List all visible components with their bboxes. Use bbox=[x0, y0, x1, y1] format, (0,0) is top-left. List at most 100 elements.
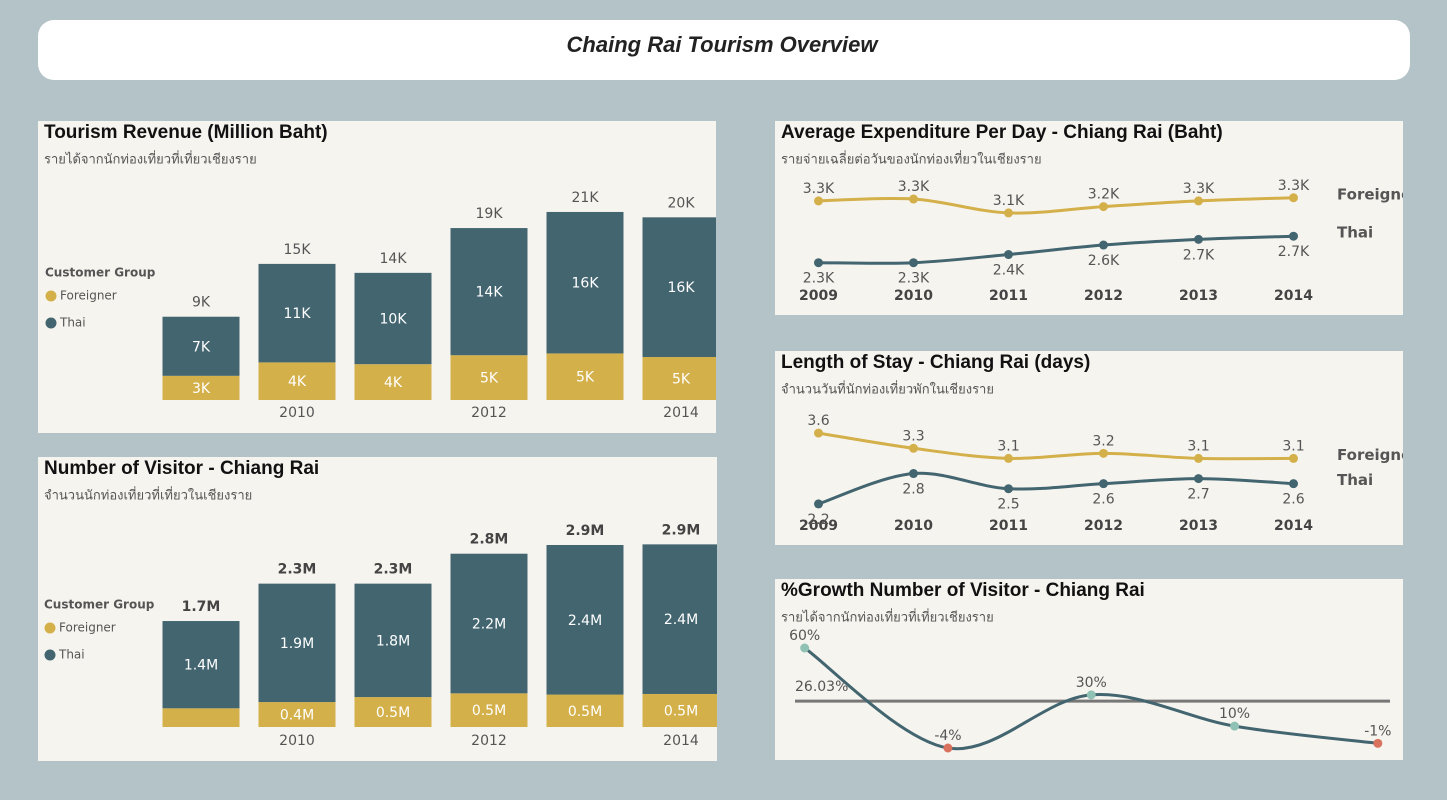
x-tick-label: 2010 bbox=[279, 733, 315, 749]
point-label: 2.6K bbox=[1088, 253, 1120, 269]
bar-label: 5K bbox=[480, 371, 499, 387]
bar-label: 7K bbox=[192, 339, 211, 355]
point bbox=[1086, 690, 1096, 700]
chart-title: %Growth Number of Visitor - Chiang Rai bbox=[781, 580, 1145, 601]
point bbox=[1289, 231, 1298, 241]
point bbox=[1004, 453, 1013, 463]
point-label: -1% bbox=[1364, 723, 1391, 739]
total-label: 15K bbox=[284, 242, 312, 258]
bar-label: 1.4M bbox=[184, 658, 218, 674]
legend-label: Foreigner bbox=[59, 621, 116, 635]
panel-bg bbox=[775, 579, 1403, 760]
bar-segment bbox=[450, 693, 528, 727]
total-label: 2.3M bbox=[278, 562, 317, 578]
chart-subtitle: รายได้จากนักท่องเที่ยวที่เที่ยวเชียงราย bbox=[44, 151, 257, 168]
total-label: 1.7M bbox=[182, 599, 221, 615]
bar-segment bbox=[450, 228, 528, 356]
point bbox=[1194, 234, 1203, 244]
bar-label: 5K bbox=[576, 370, 595, 386]
point bbox=[909, 469, 918, 479]
bar-label: 14K bbox=[476, 285, 504, 301]
point bbox=[1004, 208, 1013, 218]
legend-marker bbox=[45, 290, 57, 302]
dashboard-title: Chaing Rai Tourism Overview bbox=[567, 32, 880, 57]
bar-label: 1.8M bbox=[376, 633, 410, 649]
point-label: 30% bbox=[1076, 675, 1107, 691]
point-label: 3.1 bbox=[1187, 438, 1209, 454]
point-label: 2.7K bbox=[1183, 247, 1215, 263]
point-label: 3.3K bbox=[1183, 181, 1215, 197]
point bbox=[1099, 202, 1108, 212]
bar-label: 4K bbox=[288, 374, 307, 390]
chart-panel: Average Expenditure Per Day - Chiang Rai… bbox=[775, 121, 1403, 315]
point-label: 2.4K bbox=[993, 263, 1025, 279]
legend-label: Foreigner bbox=[60, 289, 117, 303]
point bbox=[909, 258, 918, 268]
x-tick-label: 2010 bbox=[894, 288, 933, 304]
bar-label: 0.5M bbox=[472, 703, 506, 719]
total-label: 21K bbox=[572, 190, 600, 206]
point bbox=[1194, 474, 1203, 484]
point-label: 3.2K bbox=[1088, 187, 1120, 203]
chart-subtitle: รายจ่ายเฉลี่ยต่อวันของนักท่องเที่ยวในเชี… bbox=[781, 151, 1042, 168]
point-label: -4% bbox=[934, 728, 961, 744]
point-label: 3.1 bbox=[997, 438, 1019, 454]
point-label: 3.3 bbox=[902, 428, 924, 444]
x-tick-label: 2014 bbox=[663, 405, 699, 421]
bar-label: 0.4M bbox=[280, 708, 314, 724]
point bbox=[1099, 479, 1108, 489]
chart-title: Tourism Revenue (Million Baht) bbox=[44, 122, 328, 143]
bar-segment bbox=[450, 553, 528, 694]
x-tick-label: 2012 bbox=[471, 733, 507, 749]
point bbox=[1373, 738, 1383, 748]
point-label: 2.3K bbox=[803, 271, 835, 287]
series-label: Thai bbox=[1337, 471, 1373, 489]
point-label: 60% bbox=[789, 628, 820, 644]
point-label: 2.6 bbox=[1092, 492, 1114, 508]
x-tick-label: 2012 bbox=[1084, 288, 1123, 304]
x-tick-label: 2010 bbox=[894, 518, 933, 534]
point bbox=[909, 194, 918, 204]
bar-segment bbox=[354, 583, 432, 698]
total-label: 19K bbox=[476, 206, 504, 222]
bar-segment bbox=[642, 217, 716, 358]
bar-segment bbox=[354, 697, 432, 727]
point bbox=[800, 643, 810, 653]
point bbox=[814, 196, 823, 206]
point bbox=[1004, 250, 1013, 260]
point-label: 3.3K bbox=[803, 181, 835, 197]
bar-segment bbox=[546, 211, 624, 354]
bar-segment bbox=[642, 544, 717, 694]
x-tick-label: 2014 bbox=[663, 733, 699, 749]
bar-label: 0.5M bbox=[664, 703, 698, 719]
bar-label: 11K bbox=[284, 306, 312, 322]
x-tick-label: 2010 bbox=[279, 405, 315, 421]
point bbox=[943, 743, 953, 753]
point-label: 3.3K bbox=[1278, 178, 1310, 194]
total-label: 2.9M bbox=[566, 523, 605, 539]
total-label: 2.3M bbox=[374, 562, 413, 578]
point bbox=[1099, 240, 1108, 250]
reference-label: 26.03% bbox=[795, 679, 848, 695]
total-label: 20K bbox=[668, 195, 696, 211]
point-label: 2.7K bbox=[1278, 244, 1310, 260]
point-label: 3.1 bbox=[1282, 438, 1304, 454]
bar-segment bbox=[546, 544, 624, 695]
line bbox=[818, 234, 1294, 265]
total-label: 2.9M bbox=[662, 522, 701, 538]
bar-segment bbox=[258, 583, 336, 703]
point-label: 10% bbox=[1219, 706, 1250, 722]
point-label: 2.2 bbox=[807, 512, 829, 528]
bar-segment bbox=[354, 272, 432, 365]
legend-label: Thai bbox=[59, 316, 86, 330]
total-label: 9K bbox=[192, 295, 211, 311]
bar-segment bbox=[642, 693, 717, 727]
chart-panel: Tourism Revenue (Million Baht) รายได้จากน… bbox=[38, 121, 716, 433]
point-label: 2.3K bbox=[898, 271, 930, 287]
bar-segment bbox=[354, 364, 432, 400]
x-tick-label: 2011 bbox=[989, 518, 1028, 534]
x-tick-label: 2009 bbox=[799, 518, 838, 534]
point-label: 3.1K bbox=[993, 193, 1025, 209]
bar-label: 5K bbox=[672, 372, 691, 388]
